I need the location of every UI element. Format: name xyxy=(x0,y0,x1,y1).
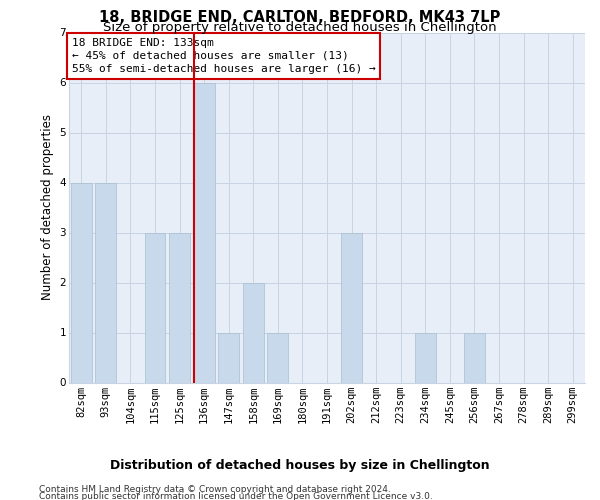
Bar xyxy=(194,82,215,382)
Text: 18, BRIDGE END, CARLTON, BEDFORD, MK43 7LP: 18, BRIDGE END, CARLTON, BEDFORD, MK43 7… xyxy=(100,10,500,25)
Text: Size of property relative to detached houses in Chellington: Size of property relative to detached ho… xyxy=(103,21,497,34)
Bar xyxy=(218,332,239,382)
Text: Distribution of detached houses by size in Chellington: Distribution of detached houses by size … xyxy=(110,460,490,472)
Bar xyxy=(243,282,264,382)
Y-axis label: Number of detached properties: Number of detached properties xyxy=(41,114,54,300)
Text: Contains public sector information licensed under the Open Government Licence v3: Contains public sector information licen… xyxy=(39,492,433,500)
Text: Contains HM Land Registry data © Crown copyright and database right 2024.: Contains HM Land Registry data © Crown c… xyxy=(39,485,391,494)
Bar xyxy=(341,232,362,382)
Bar xyxy=(71,182,92,382)
Text: 18 BRIDGE END: 133sqm
← 45% of detached houses are smaller (13)
55% of semi-deta: 18 BRIDGE END: 133sqm ← 45% of detached … xyxy=(71,38,376,74)
Bar xyxy=(145,232,166,382)
Bar xyxy=(268,332,289,382)
Bar xyxy=(415,332,436,382)
Bar xyxy=(95,182,116,382)
Bar xyxy=(169,232,190,382)
Bar xyxy=(464,332,485,382)
